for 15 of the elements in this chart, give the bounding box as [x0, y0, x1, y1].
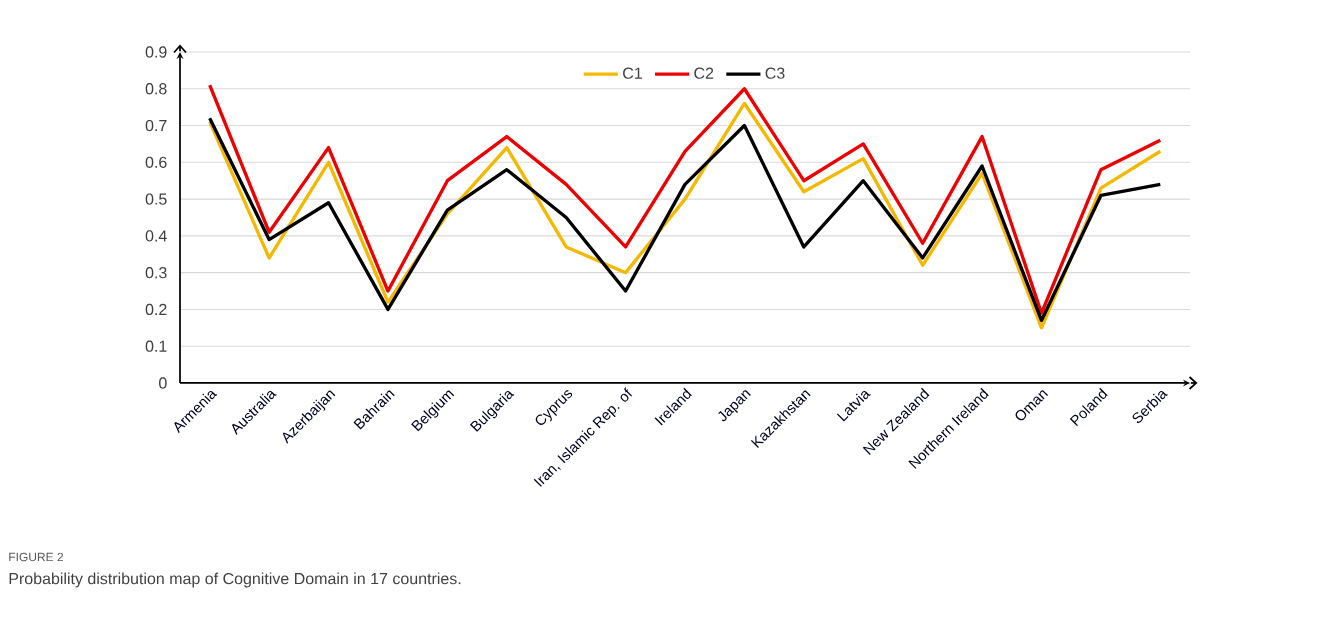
y-tick-label: 0.2	[145, 303, 167, 316]
text: Probability distribution map of Cognitive Domain in 17 countries.	[9, 572, 461, 588]
y-tick-label: 0.7	[145, 119, 167, 132]
y-tick-label: 0.8	[145, 83, 167, 95]
y-tick-label: 0.6	[145, 156, 167, 168]
y-tick-label: 0.3	[145, 267, 167, 279]
caption: FIGURE 2	[9, 552, 63, 562]
legend-label: C3	[765, 67, 785, 79]
y-tick-label: 0.9	[145, 46, 167, 58]
y-tick-label: 0.1	[145, 340, 167, 352]
legend-label: C2	[694, 67, 714, 79]
legend-label: C1	[623, 67, 642, 79]
y-tick-label: 0.4	[145, 230, 167, 242]
y-tick-label: 0	[159, 377, 167, 389]
y-tick-label: 0.5	[145, 193, 167, 205]
